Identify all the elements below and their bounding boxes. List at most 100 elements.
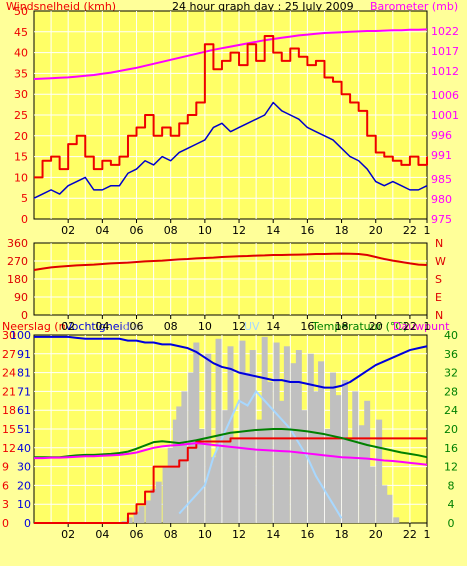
- solar-bar: [138, 506, 145, 523]
- solar-bar: [381, 485, 388, 523]
- wind-x-tick-label: 1: [424, 224, 431, 237]
- rain-x-tick-label: 10: [198, 528, 212, 541]
- temperature-tick-label: 0: [448, 517, 455, 530]
- solar-bar: [266, 382, 273, 523]
- humidity-tick-label: 91: [17, 348, 31, 361]
- solar-bar: [193, 342, 200, 523]
- humidity-tick-label: 100: [10, 329, 31, 342]
- compass-label: N: [435, 237, 443, 250]
- solar-bar: [256, 419, 263, 523]
- dewpoint-axis-title: Dauwpunt: [393, 320, 450, 333]
- wind-speed-tick-label: 45: [14, 26, 28, 39]
- wind-speed-tick-label: 40: [14, 47, 28, 60]
- uv-line: [178, 389, 343, 519]
- temperature-tick-label: 8: [448, 479, 455, 492]
- solar-bar: [227, 346, 234, 523]
- solar-bar: [318, 361, 325, 523]
- solar-bar: [359, 425, 366, 523]
- barometer-tick-label: 1012: [431, 65, 459, 78]
- rain-humidity-temperature-panel: 0369121518212427300102030405161718191100…: [2, 329, 458, 541]
- rain-tick-label: 15: [2, 423, 16, 436]
- direction-x-tick-label: 04: [95, 320, 109, 333]
- temperature-tick-label: 36: [444, 348, 458, 361]
- rain-tick-label: 3: [2, 498, 9, 511]
- direction-degree-label: 270: [7, 255, 28, 268]
- rain-tick-label: 12: [2, 442, 16, 455]
- solar-bar: [273, 342, 280, 523]
- barometer-line: [33, 28, 428, 80]
- solar-bar: [386, 494, 393, 523]
- wind-speed-tick-label: 15: [14, 151, 28, 164]
- barometer-tick-label: 1001: [431, 109, 459, 122]
- solar-bar: [172, 419, 179, 523]
- rain-x-tick-label: 22: [403, 528, 417, 541]
- rain-tick-label: 27: [2, 348, 16, 361]
- solar-bar: [324, 429, 331, 523]
- wind-speed-tick-label: 35: [14, 67, 28, 80]
- solar-bar: [126, 517, 133, 523]
- barometer-tick-label: 980: [431, 193, 452, 206]
- temperature-tick-label: 28: [444, 385, 458, 398]
- direction-x-tick-label: 1: [424, 320, 431, 333]
- direction-x-tick-label: 02: [61, 320, 75, 333]
- rain-tick-label: 9: [2, 461, 9, 474]
- solar-bar: [215, 338, 222, 523]
- wind-x-tick-label: 02: [61, 224, 75, 237]
- humidity-tick-label: 30: [17, 461, 31, 474]
- direction-x-tick-label: 12: [232, 320, 246, 333]
- wind-x-tick-label: 18: [335, 224, 349, 237]
- wind-x-tick-label: 08: [164, 224, 178, 237]
- direction-x-tick-label: 14: [266, 320, 280, 333]
- solar-bar: [150, 489, 157, 523]
- solar-bar: [300, 410, 307, 523]
- solar-bar: [133, 511, 140, 523]
- solar-label: olar: [122, 320, 144, 333]
- direction-degree-label: 0: [21, 309, 28, 322]
- solar-bar: [210, 457, 217, 523]
- temperature-tick-label: 20: [444, 423, 458, 436]
- rain-tick-label: 21: [2, 385, 16, 398]
- solar-bar: [162, 466, 169, 523]
- humidity-tick-label: 0: [24, 517, 31, 530]
- wind-speed-tick-label: 50: [14, 5, 28, 18]
- wind-x-tick-label: 14: [266, 224, 280, 237]
- wind-speed-line: [33, 101, 428, 199]
- wind-x-tick-label: 10: [198, 224, 212, 237]
- rain-x-tick-label: 12: [232, 528, 246, 541]
- direction-degree-label: 360: [7, 237, 28, 250]
- wind-speed-tick-label: 0: [21, 213, 28, 226]
- rain-x-tick-label: 06: [130, 528, 144, 541]
- uv-label: UV: [244, 320, 260, 333]
- compass-label: E: [435, 291, 442, 304]
- wind-x-tick-label: 22: [403, 224, 417, 237]
- humidity-tick-label: 51: [17, 423, 31, 436]
- solar-bar: [347, 438, 354, 523]
- dewpoint-line: [34, 442, 428, 466]
- temperature-tick-label: 32: [444, 367, 458, 380]
- rain-x-tick-label: 08: [164, 528, 178, 541]
- barometer-tick-label: 975: [431, 213, 452, 226]
- rain-x-tick-label: 1: [424, 528, 431, 541]
- rain-tick-label: 30: [2, 329, 16, 342]
- wind-speed-tick-label: 5: [21, 192, 28, 205]
- humidity-line: [34, 335, 428, 389]
- direction-degree-label: 180: [7, 273, 28, 286]
- wind-x-tick-label: 12: [232, 224, 246, 237]
- rain-tick-label: 6: [2, 479, 9, 492]
- wind-x-tick-label: 06: [130, 224, 144, 237]
- compass-label: N: [435, 309, 443, 322]
- humidity-tick-label: 40: [17, 442, 31, 455]
- solar-bar: [335, 395, 342, 523]
- humidity-tick-label: 71: [17, 385, 31, 398]
- solar-bar: [181, 391, 188, 523]
- solar-bar: [295, 350, 302, 523]
- rain-x-tick-label: 04: [95, 528, 109, 541]
- temperature-tick-label: 12: [444, 461, 458, 474]
- chart-title: 24 hour graph day : 25 July 2009: [172, 0, 354, 13]
- rain-axis-title: Neerslag (mm): [2, 320, 85, 333]
- rain-tick-label: 18: [2, 404, 16, 417]
- wind-speed-axis-title: Windsnelheid (kmh): [6, 0, 117, 13]
- solar-bar: [249, 350, 256, 523]
